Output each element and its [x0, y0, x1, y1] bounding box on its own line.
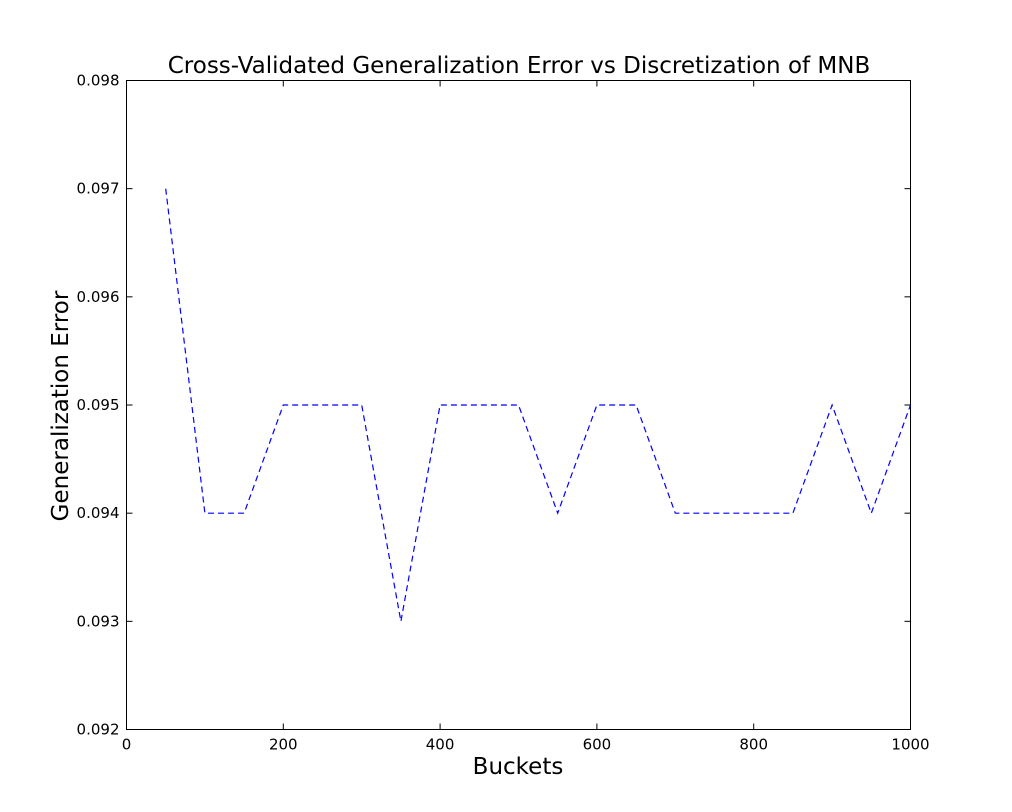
- series-line-0: [165, 188, 912, 622]
- x-tick-label: 600: [583, 736, 612, 754]
- y-tick-label: 0.098: [77, 72, 120, 90]
- x-tick-label: 1000: [891, 736, 929, 754]
- plot-frame: [126, 80, 911, 730]
- y-tick-label: 0.095: [77, 396, 120, 414]
- x-axis-label: Buckets: [473, 754, 564, 780]
- series-layer: [165, 188, 912, 622]
- y-tick-label: 0.097: [77, 180, 120, 198]
- ticks-layer: [126, 80, 911, 730]
- x-tick-label: 400: [426, 736, 455, 754]
- x-tick-label: 0: [122, 736, 132, 754]
- chart-title: Cross-Validated Generalization Error vs …: [168, 53, 871, 79]
- x-tick-labels: 0 200 400 600 800 1000: [122, 736, 930, 754]
- y-axis-label: Generalization Error: [48, 290, 74, 521]
- x-tick-label: 800: [739, 736, 768, 754]
- y-tick-label: 0.096: [77, 288, 120, 306]
- y-tick-labels: 0.092 0.093 0.094 0.095 0.096 0.097 0.098: [77, 72, 120, 739]
- y-tick-label: 0.094: [77, 504, 120, 522]
- y-tick-label: 0.092: [77, 721, 120, 739]
- x-tick-label: 200: [269, 736, 298, 754]
- plot-area: [126, 80, 912, 730]
- y-tick-label: 0.093: [77, 612, 120, 630]
